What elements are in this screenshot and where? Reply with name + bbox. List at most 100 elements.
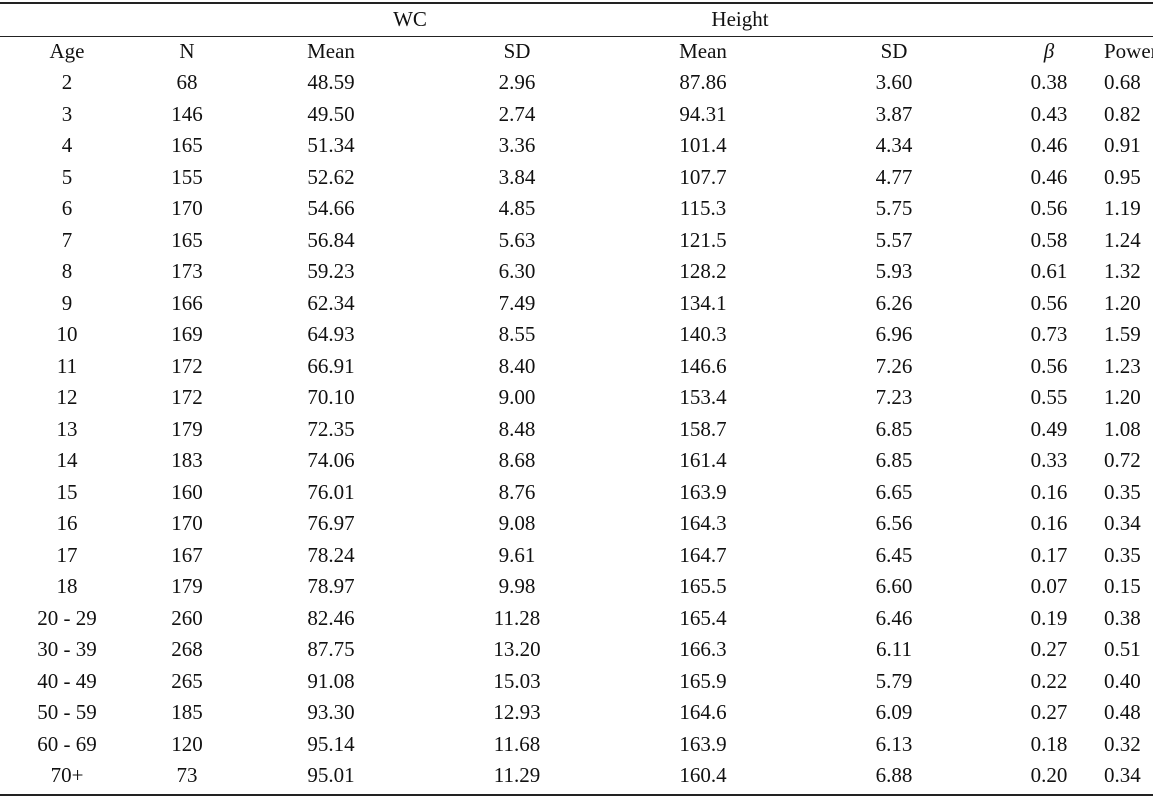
cell-n: 173 [171, 259, 203, 283]
cell-wc-sd: 2.96 [498, 70, 536, 94]
cell-beta: 0.61 [1030, 259, 1068, 283]
cell-wc-sd: 11.28 [493, 605, 541, 630]
cell-height-sd: 6.09 [875, 700, 913, 724]
cell-wc-sd: 5.63 [498, 227, 536, 252]
cell-n: 170 [171, 511, 203, 535]
cell-beta: 0.56 [1030, 196, 1068, 220]
cell-wc-mean: 52.62 [307, 164, 355, 189]
table-row: 70+ 73 95.01 11.29 160.4 6.88 0.20 0.34 [0, 760, 1153, 792]
cell-age: 17 [56, 542, 78, 567]
cell-wc-sd: 8.48 [498, 416, 536, 441]
cell-age: 5 [61, 164, 73, 189]
cell-power: 1.59 [1104, 322, 1141, 346]
cell-power: 0.48 [1104, 700, 1141, 724]
cell-height-sd: 6.85 [875, 416, 913, 441]
cell-wc-mean: 66.91 [307, 353, 355, 378]
cell-wc-mean: 82.46 [307, 605, 355, 630]
cell-wc-mean: 91.08 [307, 668, 355, 693]
cell-age: 12 [56, 385, 78, 409]
cell-power: 0.15 [1104, 574, 1141, 598]
cell-power: 1.32 [1104, 259, 1141, 283]
cell-power: 0.68 [1104, 70, 1141, 94]
cell-n: 146 [171, 101, 203, 126]
cell-age: 4 [61, 133, 73, 157]
cell-height-mean: 164.6 [679, 700, 727, 724]
cell-beta: 0.46 [1030, 133, 1068, 157]
data-table: Age N Mean SD Mean SD β Power 2 68 48.59 2.… [0, 36, 1153, 792]
cell-age: 20 - 29 [37, 605, 97, 630]
cell-height-sd: 5.75 [875, 196, 913, 220]
cell-age: 3 [61, 101, 73, 126]
cell-age: 16 [56, 511, 78, 535]
cell-wc-mean: 95.14 [307, 731, 355, 756]
table-row: 30 - 39 268 87.75 13.20 166.3 6.11 0.27 0.51 [0, 634, 1153, 666]
cell-wc-mean: 93.30 [307, 700, 355, 724]
cell-height-mean: 140.3 [679, 322, 727, 346]
cell-height-mean: 164.3 [679, 511, 727, 535]
cell-beta: 0.56 [1030, 290, 1068, 315]
cell-wc-sd: 9.00 [498, 385, 536, 409]
cell-wc-mean: 48.59 [307, 70, 355, 94]
table-row: 15 160 76.01 8.76 163.9 6.65 0.16 0.35 [0, 477, 1153, 509]
column-header-height-sd: SD [880, 39, 908, 63]
cell-wc-sd: 11.68 [493, 731, 541, 756]
cell-n: 183 [171, 448, 203, 472]
column-header-wc-sd: SD [503, 39, 531, 63]
cell-height-sd: 6.56 [875, 511, 913, 535]
cell-height-mean: 115.3 [679, 196, 727, 220]
cell-n: 155 [171, 164, 203, 189]
cell-height-mean: 128.2 [679, 259, 727, 283]
column-header-power: Power [1104, 39, 1153, 63]
cell-beta: 0.43 [1030, 101, 1068, 126]
cell-age: 11 [56, 353, 78, 378]
table-row: 8 173 59.23 6.30 128.2 5.93 0.61 1.32 [0, 256, 1153, 288]
cell-wc-sd: 8.76 [498, 479, 536, 504]
table-header-rule [0, 36, 1153, 37]
cell-power: 1.23 [1104, 353, 1141, 378]
cell-power: 0.82 [1104, 101, 1141, 126]
cell-height-sd: 4.77 [875, 164, 913, 189]
cell-height-mean: 153.4 [679, 385, 727, 409]
cell-wc-sd: 8.40 [498, 353, 536, 378]
cell-wc-sd: 4.85 [498, 196, 536, 220]
cell-power: 0.34 [1104, 511, 1141, 535]
cell-power: 1.20 [1104, 385, 1141, 409]
cell-wc-sd: 11.29 [493, 763, 541, 787]
cell-height-sd: 5.57 [875, 227, 913, 252]
cell-beta: 0.07 [1030, 574, 1068, 598]
cell-age: 60 - 69 [37, 731, 97, 756]
cell-wc-sd: 8.68 [498, 448, 536, 472]
table-row: 2 68 48.59 2.96 87.86 3.60 0.38 0.68 [0, 67, 1153, 99]
cell-wc-sd: 9.98 [498, 574, 536, 598]
cell-height-mean: 165.9 [679, 668, 727, 693]
cell-age: 70+ [50, 763, 84, 787]
cell-wc-sd: 8.55 [498, 322, 536, 346]
cell-height-mean: 165.4 [679, 605, 727, 630]
cell-power: 0.72 [1104, 448, 1141, 472]
cell-wc-sd: 15.03 [493, 668, 541, 693]
cell-wc-sd: 7.49 [498, 290, 536, 315]
cell-n: 160 [171, 479, 203, 504]
cell-wc-sd: 3.36 [498, 133, 536, 157]
cell-height-sd: 6.60 [875, 574, 913, 598]
cell-n: 185 [171, 700, 203, 724]
cell-age: 8 [61, 259, 73, 283]
cell-beta: 0.18 [1030, 731, 1068, 756]
cell-height-sd: 6.13 [875, 731, 913, 756]
cell-wc-mean: 51.34 [307, 133, 355, 157]
table-row: 9 166 62.34 7.49 134.1 6.26 0.56 1.20 [0, 288, 1153, 320]
cell-height-sd: 6.85 [875, 448, 913, 472]
cell-n: 165 [171, 133, 203, 157]
cell-height-mean: 163.9 [679, 479, 727, 504]
cell-power: 1.08 [1104, 416, 1141, 441]
table-row: 16 170 76.97 9.08 164.3 6.56 0.16 0.34 [0, 508, 1153, 540]
cell-height-sd: 6.46 [875, 605, 913, 630]
cell-beta: 0.20 [1030, 763, 1068, 787]
column-header-age: Age [49, 39, 85, 63]
cell-wc-mean: 56.84 [307, 227, 355, 252]
cell-power: 0.38 [1104, 605, 1141, 630]
cell-wc-sd: 12.93 [493, 700, 541, 724]
cell-height-mean: 87.86 [679, 70, 727, 94]
cell-height-sd: 6.11 [876, 637, 912, 661]
cell-wc-mean: 95.01 [307, 763, 355, 787]
